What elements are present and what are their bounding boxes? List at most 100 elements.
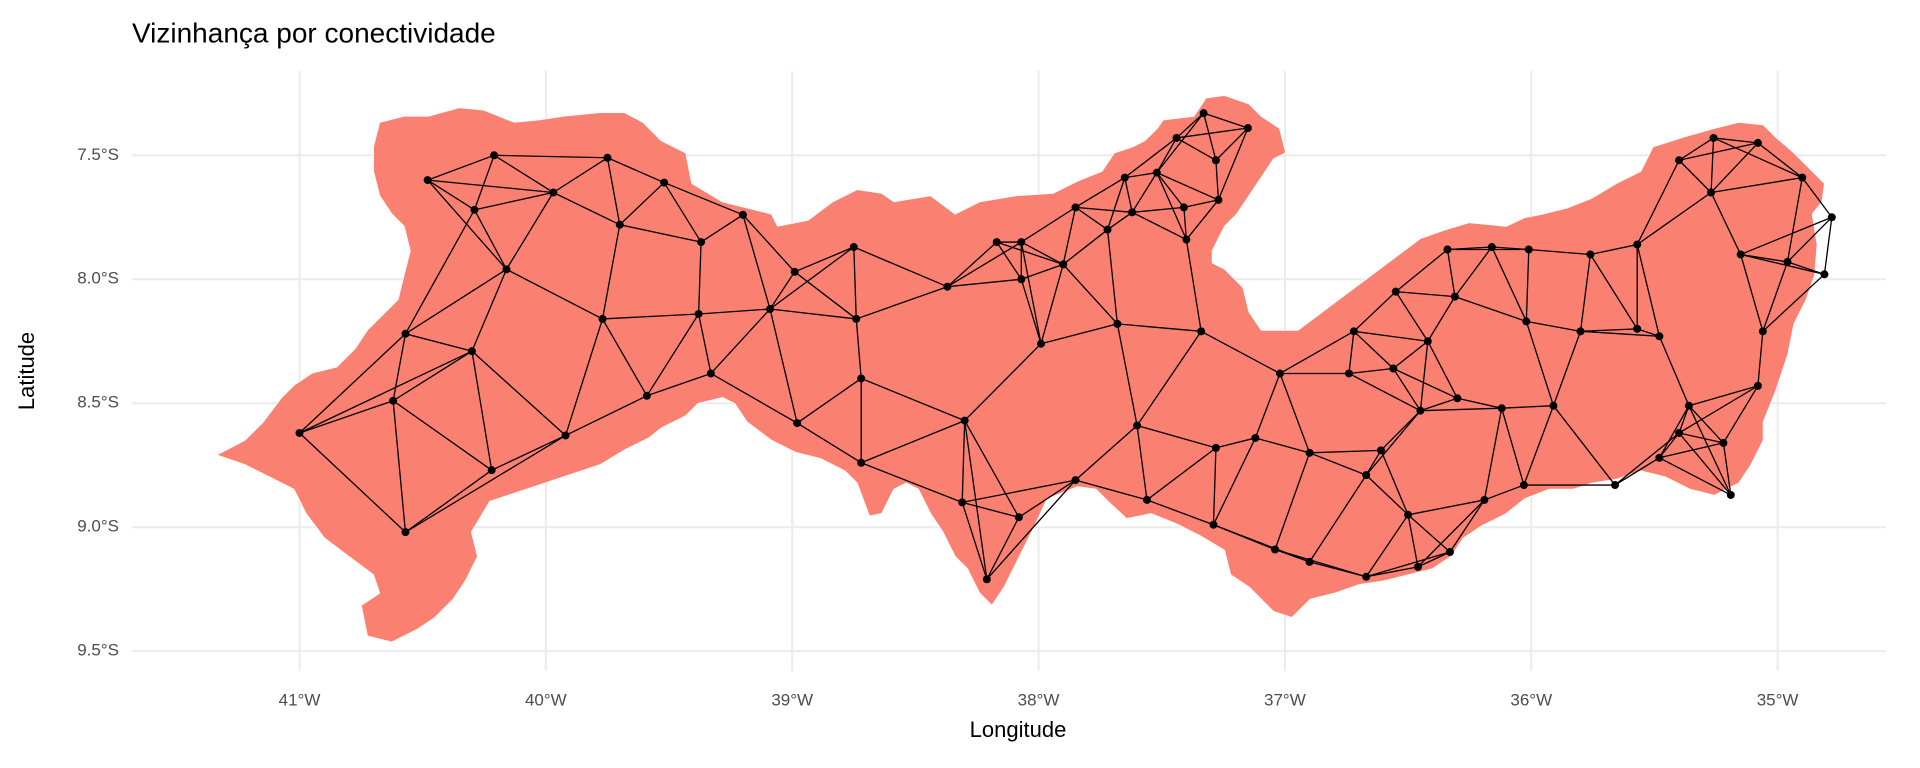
- neighbor-link: [1457, 397, 1502, 409]
- neighbor-link: [392, 333, 407, 401]
- neighbor-link: [1392, 340, 1429, 370]
- neighbor-link: [1212, 437, 1256, 526]
- neighbor-link: [1787, 261, 1825, 275]
- neighbor-link: [1658, 405, 1690, 459]
- municipality-point: [1037, 339, 1046, 348]
- neighbor-link: [1353, 330, 1428, 342]
- neighbor-link: [710, 372, 798, 424]
- neighbor-link: [1348, 367, 1394, 375]
- neighbor-link: [1020, 241, 1042, 344]
- neighbor-link: [794, 246, 855, 273]
- neighbor-link: [742, 214, 796, 273]
- municipality-point: [1305, 557, 1314, 566]
- neighbor-link: [392, 400, 407, 533]
- neighbor-link: [1176, 112, 1205, 139]
- municipality-point: [1103, 225, 1112, 234]
- x-tick-label: 35°W: [1757, 690, 1799, 709]
- neighbor-link: [1678, 137, 1714, 161]
- municipality-point: [1133, 421, 1142, 430]
- neighbor-link: [698, 308, 771, 315]
- municipality-point: [1675, 156, 1684, 165]
- neighbor-link: [619, 182, 665, 226]
- neighbor-link: [646, 372, 712, 397]
- municipality-point: [1017, 275, 1026, 284]
- neighbor-link: [1020, 206, 1076, 243]
- neighbor-link: [405, 469, 493, 533]
- neighbor-link: [1678, 432, 1732, 496]
- neighbor-link: [552, 191, 621, 226]
- municipality-point: [849, 243, 858, 252]
- municipality-point: [1404, 510, 1413, 519]
- neighbor-link: [1040, 323, 1118, 345]
- neighbor-link: [996, 241, 1064, 266]
- municipality-point: [1707, 188, 1716, 197]
- municipality-point: [1376, 446, 1385, 455]
- neighbor-link: [1528, 248, 1591, 256]
- neighbor-link: [1420, 397, 1458, 412]
- municipality-point: [1633, 240, 1642, 249]
- municipality-point: [982, 575, 991, 584]
- neighbor-link: [1449, 499, 1485, 553]
- neighbor-link: [1156, 172, 1219, 201]
- neighbor-link: [1525, 321, 1555, 406]
- municipality-point: [1549, 401, 1558, 410]
- x-tick-label: 36°W: [1510, 690, 1552, 709]
- neighbor-link: [860, 377, 965, 422]
- neighbor-link: [1040, 264, 1064, 344]
- neighbor-link: [1183, 199, 1219, 208]
- neighbor-link: [601, 224, 621, 320]
- neighbor-link: [1658, 336, 1690, 406]
- municipality-point: [790, 267, 799, 276]
- neighbor-link: [1309, 561, 1367, 578]
- neighbor-link: [1185, 239, 1202, 332]
- municipality-point: [1655, 332, 1664, 341]
- neighbor-link: [1762, 261, 1789, 332]
- neighbor-link: [471, 269, 508, 352]
- municipality-point: [1753, 381, 1762, 390]
- neighbor-link: [1678, 159, 1712, 193]
- neighbor-link: [1212, 447, 1217, 525]
- neighbor-link: [1393, 367, 1458, 399]
- neighbor-link: [1124, 172, 1157, 179]
- neighbor-link: [1688, 405, 1732, 496]
- neighbor-link: [1636, 159, 1680, 245]
- neighbor-link: [853, 246, 948, 288]
- municipality-point: [694, 309, 703, 318]
- neighbor-link: [1156, 137, 1178, 173]
- neighbor-link: [1740, 253, 1825, 275]
- neighbor-link: [769, 308, 798, 424]
- municipality-point: [697, 238, 706, 247]
- neighbor-link: [1106, 229, 1119, 324]
- neighbor-link: [996, 241, 1022, 280]
- municipality-point: [1719, 438, 1728, 447]
- municipality-point: [943, 282, 952, 291]
- neighbor-link: [1215, 160, 1220, 200]
- neighbor-link: [1124, 177, 1133, 213]
- neighbor-link: [1348, 372, 1421, 412]
- neighbor-link: [1823, 217, 1833, 275]
- municipality-point: [1071, 203, 1080, 212]
- neighbor-link: [1523, 405, 1555, 486]
- neighbor-link: [1713, 137, 1758, 144]
- neighbor-link: [1132, 206, 1184, 213]
- municipality-point: [1275, 369, 1284, 378]
- neighbor-link: [1552, 331, 1582, 406]
- neighbor-link: [962, 501, 1020, 518]
- municipality-point: [1059, 260, 1068, 269]
- neighbor-link: [392, 400, 493, 471]
- neighbor-link: [1136, 424, 1217, 449]
- neighbor-link: [1713, 137, 1803, 179]
- neighbor-link: [1200, 330, 1281, 375]
- neighbor-link: [1183, 207, 1188, 240]
- municipality-point: [1783, 257, 1792, 266]
- neighbor-link: [1021, 241, 1064, 265]
- neighbor-link: [493, 154, 554, 194]
- municipality-point: [1416, 406, 1425, 415]
- neighbor-link: [1552, 405, 1616, 486]
- municipality-point: [1362, 572, 1371, 581]
- x-tick-label: 38°W: [1018, 690, 1060, 709]
- municipality-point: [1142, 495, 1151, 504]
- y-tick-label: 7.5°S: [77, 145, 119, 164]
- neighbor-link: [1124, 137, 1177, 179]
